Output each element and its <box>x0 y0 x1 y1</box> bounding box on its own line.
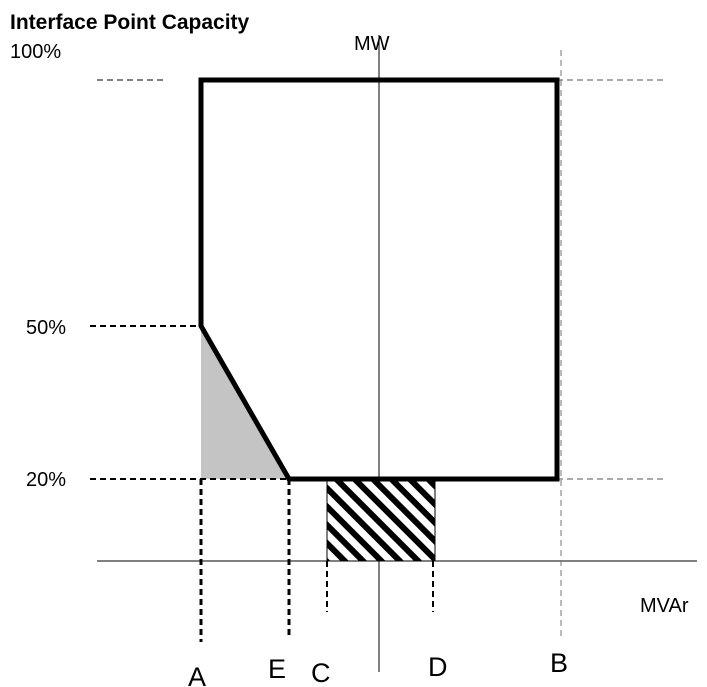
guides <box>90 50 665 642</box>
y-label: 20% <box>26 469 66 491</box>
axis-label: MW <box>354 33 390 55</box>
point-label: D <box>428 652 448 682</box>
point-label: A <box>188 662 206 687</box>
hatched-region <box>326 480 436 562</box>
point-label: C <box>311 658 331 687</box>
title: Interface Point Capacity <box>10 11 250 34</box>
capacity-boundary <box>198 77 560 482</box>
y-label: 100% <box>10 41 61 63</box>
point-label: E <box>268 654 286 684</box>
y-label: 50% <box>26 317 66 339</box>
axis-label: MVAr <box>640 595 689 617</box>
point-label: B <box>550 648 568 678</box>
